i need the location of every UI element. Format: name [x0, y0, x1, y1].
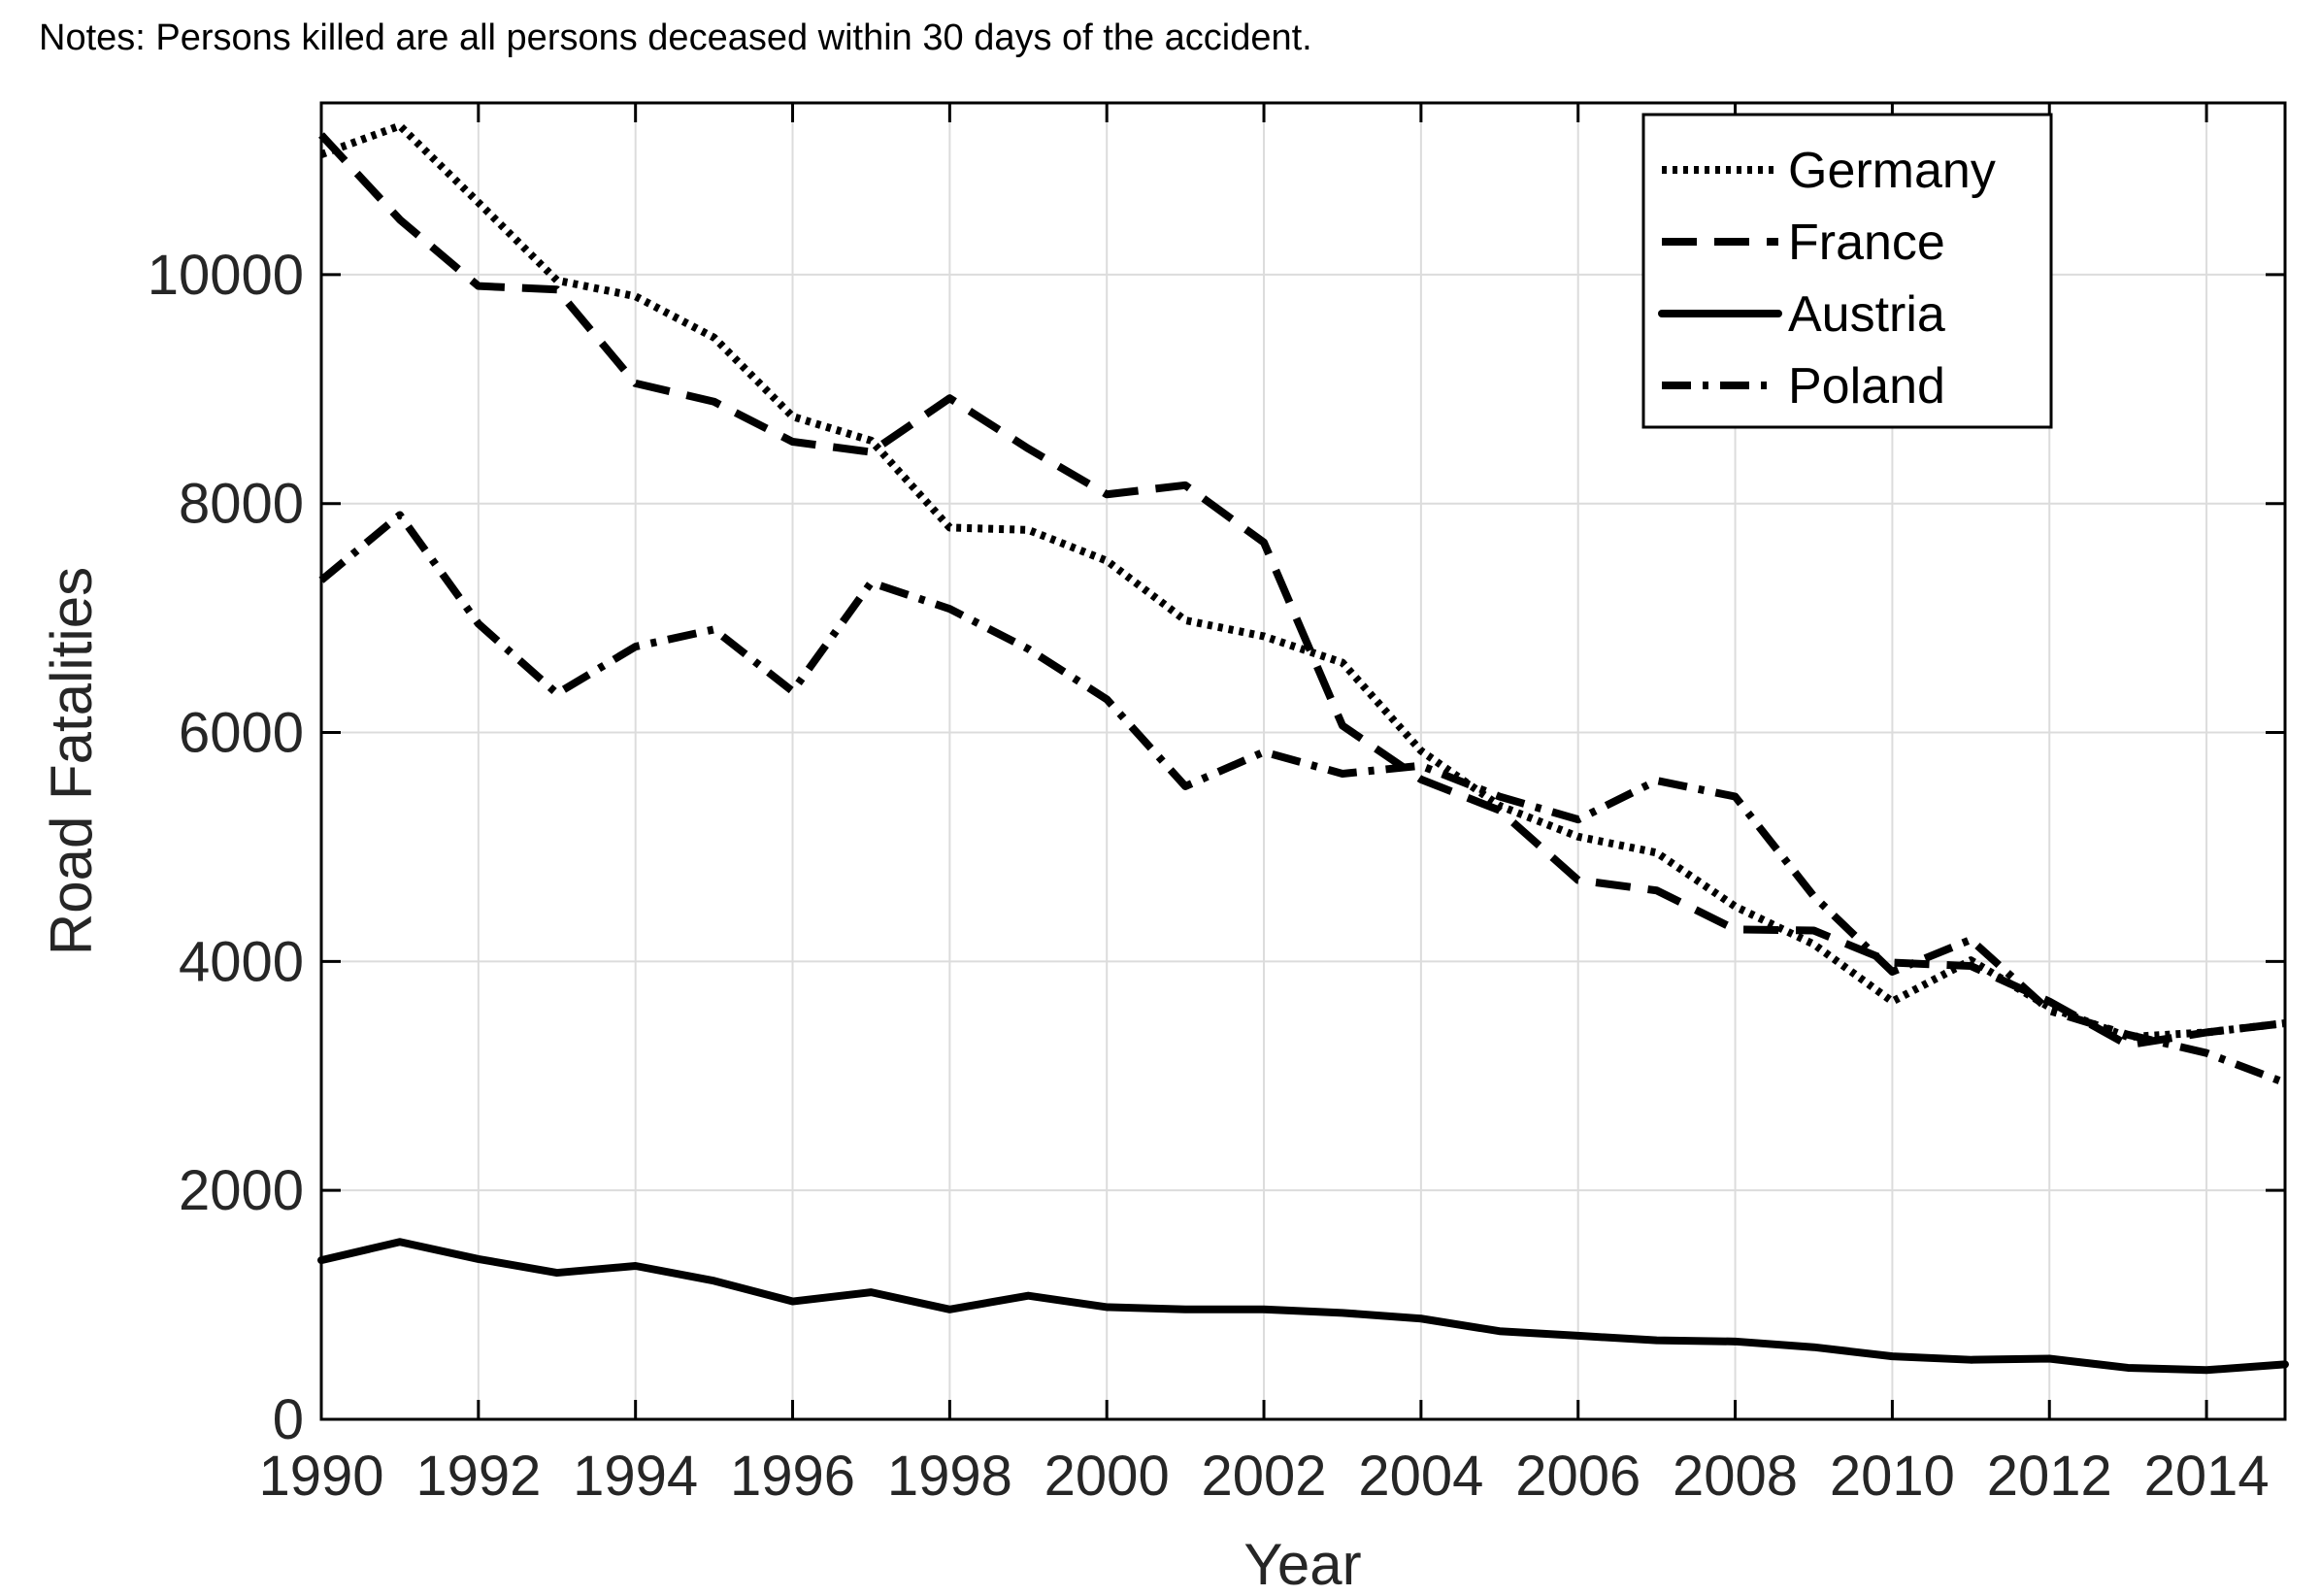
- x-tick-label: 1994: [573, 1445, 698, 1508]
- x-tick-label: 2004: [1358, 1445, 1483, 1508]
- y-tick-label: 2000: [179, 1159, 304, 1222]
- x-tick-label: 1996: [730, 1445, 855, 1508]
- series-line-poland: [318, 511, 2287, 1087]
- y-tick-label: 4000: [179, 930, 304, 993]
- x-tick-label: 1998: [887, 1445, 1012, 1508]
- x-tick-label: 2008: [1673, 1445, 1798, 1508]
- x-tick-label: 2010: [1830, 1445, 1955, 1508]
- x-tick-label: 2000: [1044, 1445, 1170, 1508]
- series-line-germany: [319, 121, 2286, 1042]
- x-tick-label: 2002: [1202, 1445, 1327, 1508]
- y-tick-label: 8000: [179, 473, 304, 536]
- y-axis-title: Road Fatalities: [39, 567, 104, 955]
- series-line-austria: [317, 1238, 2289, 1375]
- x-tick-label: 2012: [1987, 1445, 2112, 1508]
- legend-box: [1641, 113, 2053, 429]
- y-tick-label: 10000: [148, 244, 304, 307]
- series-line-france: [318, 132, 2286, 1049]
- plot-frame: [319, 101, 2287, 1421]
- legend-label-france: France: [1788, 215, 1945, 271]
- x-axis: 1990 1992 1994 1996 1998 2000 2002 2004 2006 2008…: [258, 103, 2270, 1508]
- y-tick-label: 6000: [179, 702, 304, 765]
- legend: Germany France Austria Poland: [1641, 113, 2053, 429]
- series-lines: [317, 121, 2289, 1375]
- figure-note: Notes: Persons killed are all persons de…: [39, 17, 1312, 58]
- x-tick-label: 2014: [2144, 1445, 2270, 1508]
- x-tick-label: 1992: [415, 1445, 541, 1508]
- x-tick-label: 1990: [258, 1445, 383, 1508]
- legend-label-poland: Poland: [1788, 358, 1945, 415]
- y-axis: 0 2000 4000 6000 8000 10000: [148, 244, 2285, 1451]
- x-axis-title: Year: [1243, 1532, 1361, 1596]
- legend-label-austria: Austria: [1788, 286, 1945, 343]
- y-tick-label: 0: [273, 1388, 304, 1451]
- x-tick-label: 2006: [1515, 1445, 1641, 1508]
- legend-label-germany: Germany: [1788, 143, 1996, 199]
